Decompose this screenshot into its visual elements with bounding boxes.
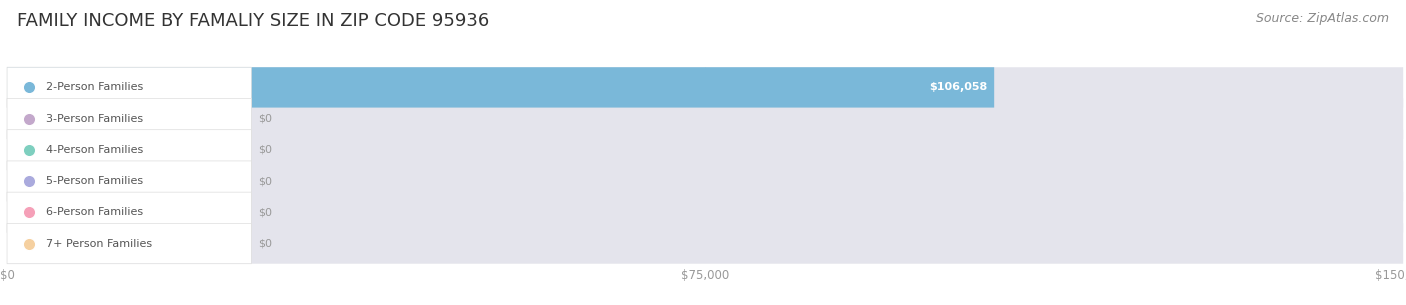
FancyBboxPatch shape xyxy=(7,223,252,264)
Text: Source: ZipAtlas.com: Source: ZipAtlas.com xyxy=(1256,12,1389,25)
Bar xyxy=(7,72,1403,103)
Text: $0: $0 xyxy=(259,207,273,217)
Bar xyxy=(7,103,1403,134)
FancyBboxPatch shape xyxy=(7,192,252,232)
Text: $0: $0 xyxy=(259,114,273,124)
Bar xyxy=(7,228,1403,259)
Bar xyxy=(7,166,1403,197)
Text: FAMILY INCOME BY FAMALIY SIZE IN ZIP CODE 95936: FAMILY INCOME BY FAMALIY SIZE IN ZIP COD… xyxy=(17,12,489,30)
FancyBboxPatch shape xyxy=(7,130,1403,170)
Text: $0: $0 xyxy=(259,145,273,155)
Text: $0: $0 xyxy=(259,239,273,249)
Bar xyxy=(7,134,1403,166)
FancyBboxPatch shape xyxy=(7,67,994,108)
Text: 3-Person Families: 3-Person Families xyxy=(46,114,143,124)
Text: $106,058: $106,058 xyxy=(929,82,987,92)
FancyBboxPatch shape xyxy=(7,161,252,201)
Text: 2-Person Families: 2-Person Families xyxy=(46,82,143,92)
Text: $0: $0 xyxy=(259,176,273,186)
FancyBboxPatch shape xyxy=(7,223,1403,264)
FancyBboxPatch shape xyxy=(7,99,252,139)
Bar xyxy=(7,197,1403,228)
FancyBboxPatch shape xyxy=(7,130,252,170)
FancyBboxPatch shape xyxy=(7,67,252,108)
FancyBboxPatch shape xyxy=(7,192,1403,232)
Text: 4-Person Families: 4-Person Families xyxy=(46,145,143,155)
Text: 5-Person Families: 5-Person Families xyxy=(46,176,143,186)
FancyBboxPatch shape xyxy=(7,99,1403,139)
FancyBboxPatch shape xyxy=(7,67,1403,108)
Text: 7+ Person Families: 7+ Person Families xyxy=(46,239,152,249)
FancyBboxPatch shape xyxy=(7,161,1403,201)
Text: 6-Person Families: 6-Person Families xyxy=(46,207,143,217)
